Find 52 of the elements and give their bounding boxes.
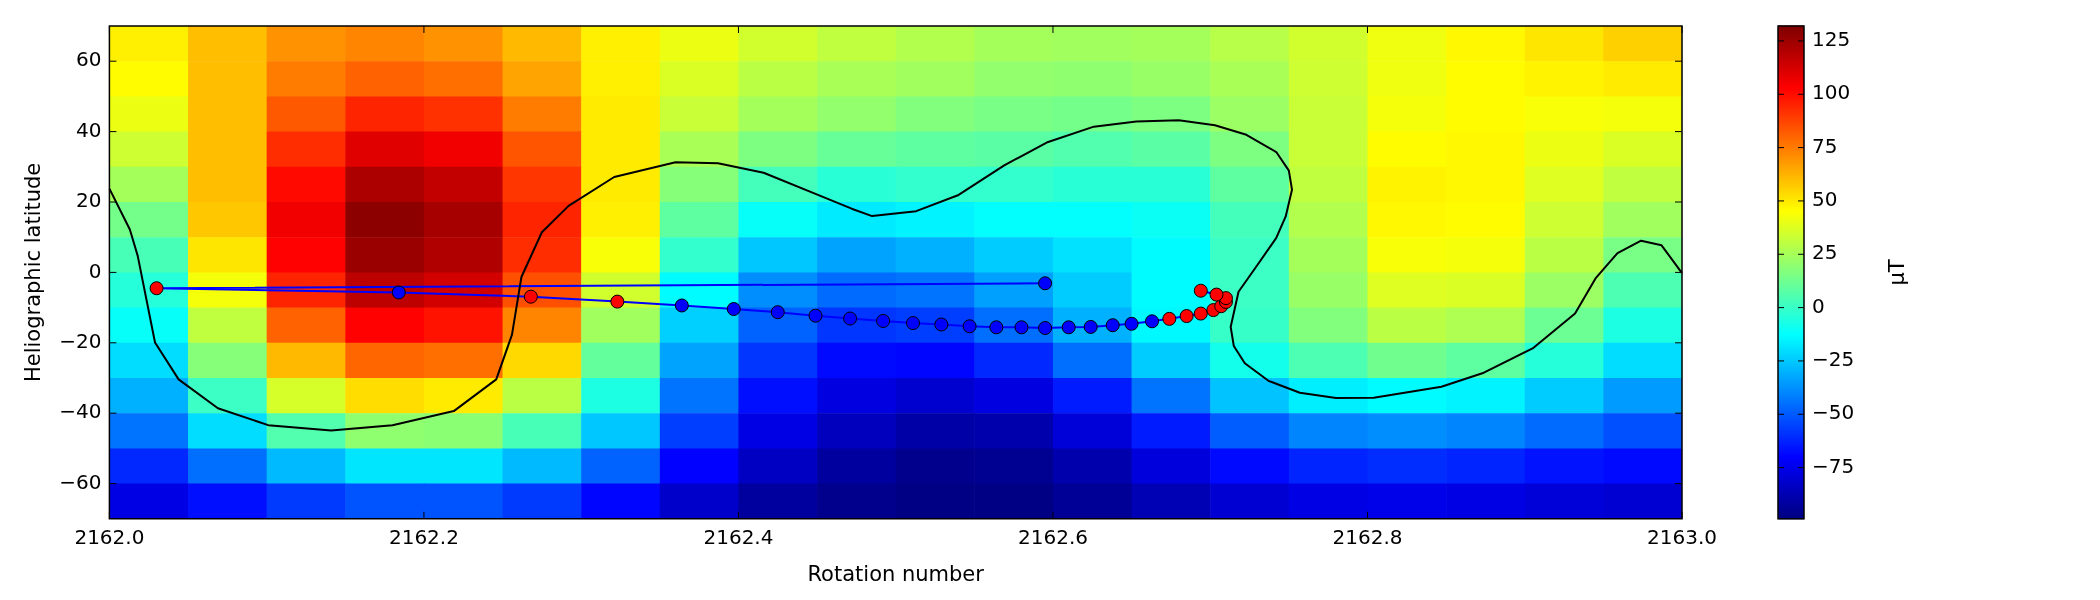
y-tick-label: 60	[75, 47, 102, 72]
point	[1105, 318, 1120, 333]
point	[1193, 283, 1208, 298]
point	[1193, 306, 1208, 321]
point	[1124, 316, 1139, 331]
y-tick-label: −40	[59, 399, 102, 424]
point	[149, 281, 164, 296]
point	[962, 319, 977, 334]
point	[1061, 320, 1076, 335]
point	[1083, 319, 1098, 334]
x-axis-title: Rotation number	[807, 561, 985, 586]
point	[989, 320, 1004, 335]
point	[1038, 276, 1053, 291]
color-bar-label: −50	[1812, 400, 1855, 425]
point	[808, 308, 823, 323]
color-bar-label: −75	[1812, 453, 1855, 478]
point	[1145, 314, 1160, 329]
point	[934, 317, 949, 332]
point	[726, 302, 741, 317]
y-tick-label: 40	[75, 117, 102, 142]
x-tick-label: 2162.2	[388, 525, 459, 549]
point	[906, 316, 920, 331]
point	[1162, 311, 1177, 326]
color-bar-label: 75	[1812, 133, 1838, 158]
color-bar-label: 25	[1812, 240, 1838, 265]
y-axis-title: Heliographic latitude	[21, 162, 46, 383]
y-tick-label: 0	[88, 258, 102, 283]
point	[770, 305, 785, 320]
y-tick-label: −60	[59, 469, 102, 494]
x-tick-label: 2162.6	[1017, 525, 1088, 549]
x-tick-label: 2162.8	[1332, 525, 1403, 549]
x-tick-label: 2163.0	[1647, 525, 1717, 549]
point	[876, 313, 891, 328]
color-bar-title: μT	[1885, 259, 1910, 286]
point	[1038, 321, 1053, 336]
color-bar-label: 0	[1812, 293, 1825, 318]
color-bar-label: 100	[1812, 80, 1851, 105]
point	[843, 311, 858, 326]
y-tick-label: −20	[59, 329, 102, 353]
color-bar-label: 50	[1812, 187, 1838, 212]
color-bar-label: 125	[1812, 27, 1851, 52]
point	[523, 289, 538, 304]
x-tick-label: 2162.0	[74, 525, 145, 549]
point	[1209, 287, 1224, 302]
point	[674, 298, 689, 313]
point	[391, 285, 406, 300]
point	[1179, 309, 1194, 324]
point	[610, 294, 625, 309]
point	[1014, 320, 1029, 335]
color-bar-label: −25	[1812, 347, 1855, 372]
y-tick-label: 20	[75, 188, 102, 213]
x-tick-label: 2162.4	[703, 525, 774, 549]
